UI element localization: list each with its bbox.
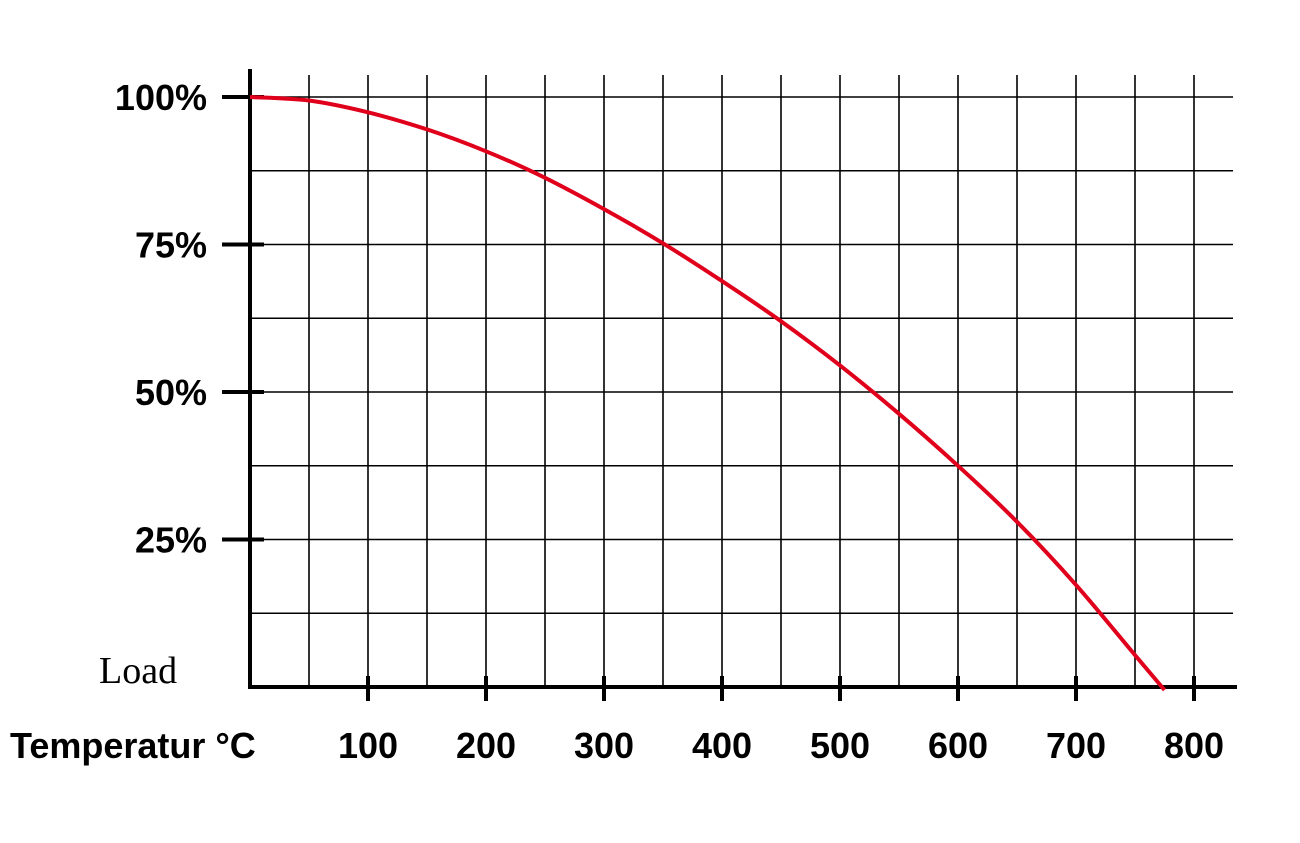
x-tick-label: 800 (1164, 725, 1224, 766)
load-curve (249, 95, 1167, 692)
x-axis-label: Temperatur °C (10, 725, 256, 766)
x-tick-label: 200 (456, 725, 516, 766)
x-tick-label: 300 (574, 725, 634, 766)
y-tick-label: 25% (135, 520, 207, 561)
x-tick-label: 400 (692, 725, 752, 766)
axes (222, 69, 1237, 701)
y-tick-label: 75% (135, 225, 207, 266)
y-tick-label: 50% (135, 372, 207, 413)
x-tick-label: 500 (810, 725, 870, 766)
y-tick-label: 100% (115, 77, 207, 118)
tick-labels: 100 200 300 400 500 600 700 800 25% 50% 75% 100% (115, 77, 1224, 766)
x-tick-label: 700 (1046, 725, 1106, 766)
y-axis-label: Load (99, 650, 177, 692)
series-layer (249, 95, 1167, 692)
x-tick-label: 100 (338, 725, 398, 766)
x-tick-label: 600 (928, 725, 988, 766)
